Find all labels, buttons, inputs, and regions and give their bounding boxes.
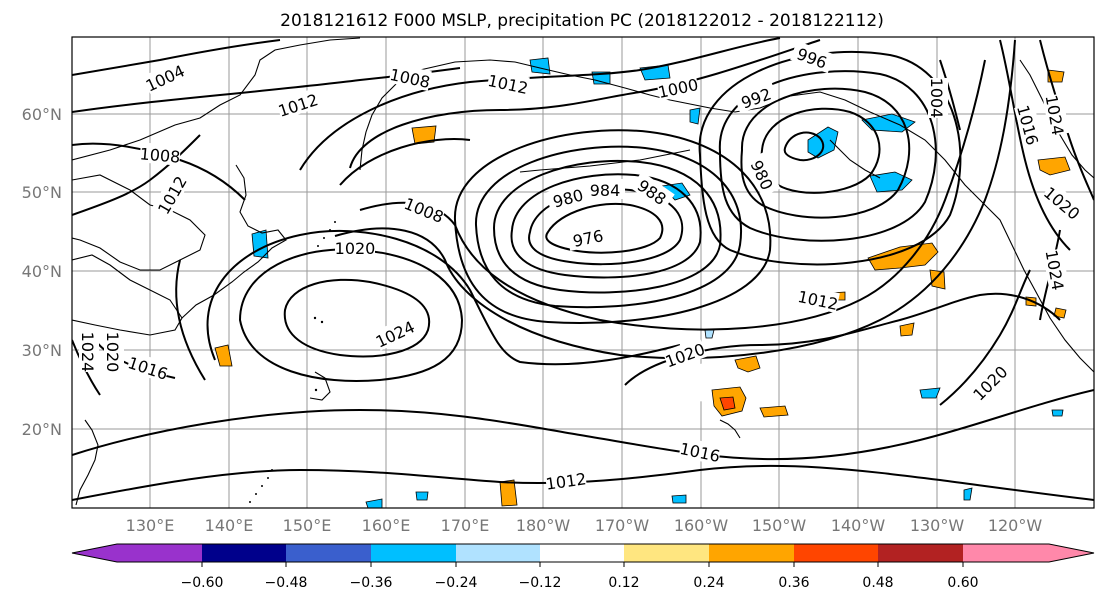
- lat-label: 20°N: [22, 420, 62, 439]
- isobar-label-bg: [796, 285, 840, 313]
- colorbar-label: 0.60: [947, 575, 978, 591]
- isobar-label-bg: [544, 467, 588, 493]
- colorbar-segment: [202, 544, 286, 562]
- colorbar-label: −0.60: [181, 575, 224, 591]
- colorbar-label: 0.12: [608, 575, 639, 591]
- isobar-label-bg: [790, 40, 835, 74]
- colorbar-segment: [794, 544, 878, 562]
- isobar-label: 1020: [335, 239, 376, 258]
- isobar-label: 1020: [103, 332, 122, 373]
- isobar-label: 1024: [78, 332, 97, 373]
- isobar-label-bg: [928, 78, 948, 118]
- lon-label: 130°E: [126, 516, 175, 535]
- colorbar-segment: [624, 544, 709, 562]
- latitude-labels: 60°N 50°N 40°N 30°N 20°N: [22, 105, 62, 439]
- lon-label: 170°E: [441, 516, 490, 535]
- lat-label: 40°N: [22, 262, 62, 281]
- lon-label: 150°W: [752, 516, 807, 535]
- colorbar-label: −0.12: [519, 575, 562, 591]
- lon-label: 160°W: [674, 516, 729, 535]
- lat-label: 50°N: [22, 183, 62, 202]
- isobar-label-bg: [545, 182, 590, 212]
- coastlines: [72, 37, 1094, 506]
- colorbar: −0.60 −0.48 −0.36 −0.24 −0.12 0.12 0.24 0.36 0.4…: [71, 543, 1095, 591]
- colorbar-segment: [709, 544, 794, 562]
- map-title: 2018121612 F000 MSLP, precipitation PC (…: [280, 11, 884, 31]
- colorbar-label: −0.48: [265, 575, 308, 591]
- isobar-label-bg: [733, 80, 778, 114]
- isobar-label: 984: [590, 181, 621, 200]
- lat-label: 30°N: [22, 341, 62, 360]
- isobar-label-bg: [152, 172, 190, 217]
- isobar-label-bg: [388, 63, 432, 91]
- colorbar-segment: [540, 544, 624, 562]
- colorbar-label: −0.36: [350, 575, 393, 591]
- isobar-label-bg: [1042, 248, 1070, 292]
- isobar-label-bg: [1042, 93, 1070, 137]
- isobar-label-bg: [79, 332, 99, 372]
- isobar-label-bg: [335, 237, 375, 257]
- map-frame: [71, 36, 1095, 509]
- isobar-label-bg: [585, 179, 625, 199]
- lat-label: 60°N: [22, 105, 62, 124]
- isobars: [72, 37, 1094, 501]
- isobar-label-bg: [566, 223, 610, 251]
- isobar-label-bg: [372, 315, 417, 351]
- longitude-labels: 130°E 140°E 150°E 160°E 170°E 180°W 170°W 160°W…: [126, 516, 1043, 535]
- colorbar-label: 0.24: [693, 575, 724, 591]
- lon-label: 170°W: [595, 516, 650, 535]
- colorbar-segment: [878, 544, 963, 562]
- lon-label: 140°E: [205, 516, 254, 535]
- colorbar-label: 0.36: [778, 575, 809, 591]
- isobar-label-bg: [662, 337, 707, 371]
- isobar-label: 1008: [139, 144, 181, 166]
- lon-label: 140°W: [831, 516, 886, 535]
- lon-label: 180°W: [516, 516, 571, 535]
- isobar-label-bg: [630, 171, 675, 211]
- isobar-label-bg: [678, 437, 722, 465]
- isobar-label-bg: [1040, 181, 1085, 223]
- colorbar-segment: [371, 544, 456, 562]
- colorbar-segment: [963, 544, 1094, 562]
- colorbar-segment: [286, 544, 371, 562]
- isobar-label-bg: [104, 332, 124, 372]
- isobar-label-bg: [968, 361, 1011, 404]
- colorbar-label: 0.48: [862, 575, 893, 591]
- isobar-label-bg: [745, 152, 781, 197]
- isobar-label-bg: [142, 59, 187, 95]
- colorbar-label: −0.24: [435, 575, 478, 591]
- isobar-label: 1004: [927, 78, 946, 119]
- isobar-label-bg: [275, 88, 320, 120]
- isobar-label-bg: [126, 351, 171, 383]
- isobar-label-bg: [139, 142, 181, 166]
- colorbar-outline: [71, 543, 1095, 563]
- isobar-label-bg: [486, 69, 530, 97]
- lon-label: 160°E: [362, 516, 411, 535]
- lon-label: 130°W: [910, 516, 965, 535]
- colorbar-segment: [456, 544, 540, 562]
- precip-positive-patches: [214, 69, 1071, 507]
- lon-label: 150°E: [283, 516, 332, 535]
- isobar-label-bg: [402, 192, 447, 226]
- lon-label: 120°W: [988, 516, 1043, 535]
- colorbar-segment: [72, 544, 202, 562]
- isobar-label-bg: [656, 73, 700, 101]
